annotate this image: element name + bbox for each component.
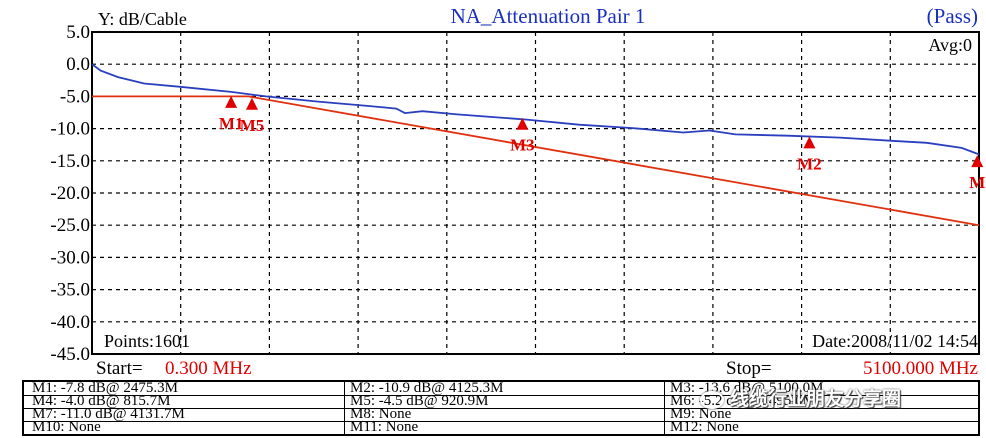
- table-row: M10: None M11: None M12: None: [24, 421, 978, 434]
- y-tick-labels: 5.0 0.0 -5.0 -10.0 -15.0 -20.0 -25.0 -30.0 -35.0…: [50, 22, 90, 365]
- marker-readout-m12: M12: None: [670, 421, 739, 434]
- attenuation-chart: 5.0 0.0 -5.0 -10.0 -15.0 -20.0 -25.0 -30.0 -35.0…: [50, 4, 985, 379]
- table-divider: [24, 395, 978, 396]
- marker-label: M3: [510, 136, 535, 155]
- watermark-text: 线缆行业朋友分享圈: [730, 388, 902, 410]
- stop-value: 5100.000 MHz: [863, 358, 978, 379]
- wechat-icon: [700, 390, 724, 409]
- watermark: 线缆行业朋友分享圈: [700, 384, 901, 411]
- date-readout: Date:2008/11/02 14:54: [812, 331, 978, 351]
- marker-triangle: [803, 136, 816, 149]
- marker-readout-m8: M8: None: [350, 408, 412, 421]
- marker-readout-m11: M11: None: [350, 421, 419, 434]
- grid: [92, 32, 979, 354]
- avg-readout: Avg:0: [928, 35, 972, 55]
- y-tick-label: -45.0: [50, 344, 90, 365]
- marker-triangle: [225, 95, 238, 108]
- y-tick-label: 5.0: [66, 22, 90, 43]
- y-tick-label: -35.0: [50, 280, 90, 301]
- marker-readout-m10: M10: None: [32, 421, 101, 434]
- marker-readout-m7: M7: -11.0 dB@ 4131.7M: [32, 408, 185, 421]
- marker-triangle: [516, 117, 529, 130]
- start-label: Start=: [96, 358, 143, 379]
- table-row: M7: -11.0 dB@ 4131.7M M8: None M9: None: [24, 408, 978, 421]
- start-value: 0.300 MHz: [165, 358, 252, 379]
- marker-readout-m9: M9: None: [670, 408, 732, 421]
- marker-label: M: [969, 173, 985, 192]
- series-lines: [91, 63, 980, 227]
- y-tick-label: -30.0: [50, 247, 90, 268]
- marker-readout-m2: M2: -10.9 dB@ 4125.3M: [350, 382, 504, 395]
- series-line-2: [92, 95, 980, 227]
- y-tick-label: -20.0: [50, 183, 90, 204]
- chart-title: NA_Attenuation Pair 1: [451, 4, 646, 28]
- table-divider: [24, 408, 978, 409]
- marker-triangle: [245, 97, 258, 110]
- stop-label: Stop=: [726, 358, 772, 379]
- marker-table: M1: -7.8 dB@ 2475.3M M2: -10.9 dB@ 4125.…: [22, 380, 980, 436]
- marker-label: M2: [797, 154, 822, 173]
- y-tick-label: 0.0: [66, 54, 90, 75]
- series-line-1: [91, 63, 980, 156]
- y-axis-label: Y: dB/Cable: [98, 9, 187, 29]
- marker-readout-m5: M5: -4.5 dB@ 920.9M: [350, 395, 489, 408]
- marker-readout-m1: M1: -7.8 dB@ 2475.3M: [32, 382, 178, 395]
- table-divider: [24, 421, 978, 422]
- marker-label: M5: [240, 116, 265, 135]
- pass-status: (Pass): [927, 4, 978, 28]
- y-tick-label: -40.0: [50, 312, 90, 333]
- y-tick-label: -10.0: [50, 119, 90, 140]
- y-tick-label: -15.0: [50, 151, 90, 172]
- points-readout: Points:1601: [104, 331, 190, 351]
- y-tick-label: -25.0: [50, 215, 90, 236]
- marker-readout-m4: M4: -4.0 dB@ 815.7M: [32, 395, 171, 408]
- marker-triangle: [971, 155, 984, 168]
- marker-label: M1: [219, 114, 244, 133]
- y-tick-label: -5.0: [60, 86, 90, 107]
